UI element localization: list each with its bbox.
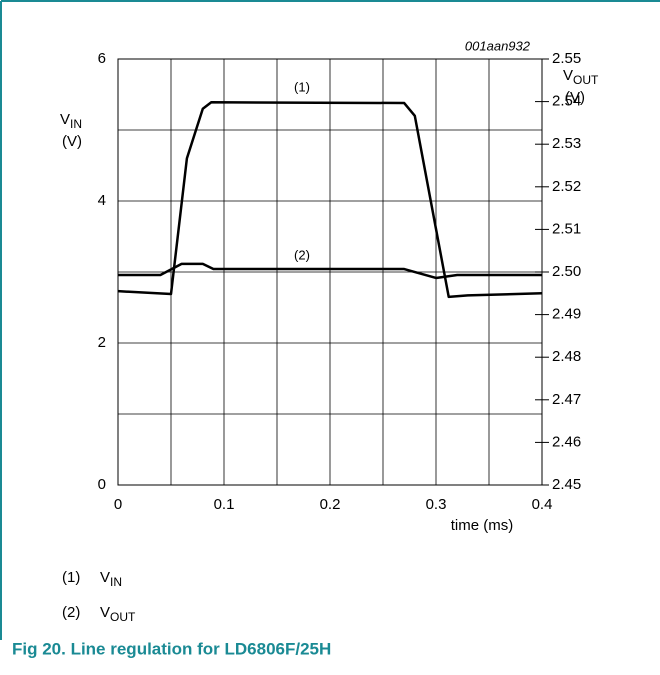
y2-tick-label: 2.52	[552, 178, 581, 195]
y2-tick-label: 2.50	[552, 263, 581, 280]
legend-name: VOUT	[100, 604, 136, 624]
y-tick-label: 4	[98, 192, 106, 209]
x-tick-label: 0.2	[320, 496, 341, 513]
y2-tick-label: 2.55	[552, 50, 581, 67]
y2-axis-label-sub: OUT	[573, 73, 599, 87]
y2-axis-label-unit: (V)	[565, 89, 585, 106]
legend-name-main: V	[100, 604, 110, 621]
y2-tick-label: 2.54	[552, 93, 581, 110]
legend-name-sub: OUT	[110, 610, 136, 624]
y2-tick-label: 2.47	[552, 391, 581, 408]
x-tick-label: 0	[114, 496, 122, 513]
y2-tick-label: 2.53	[552, 135, 581, 152]
y2-axis-label-main: V	[563, 67, 573, 84]
legend-name-sub: IN	[110, 575, 122, 589]
series-line	[118, 262, 542, 280]
legend-name: VIN	[100, 569, 122, 589]
x-tick-label: 0.1	[214, 496, 235, 513]
y-axis-label-sub: IN	[70, 117, 82, 131]
y-axis-label-main: V	[60, 111, 70, 128]
x-tick-label: 0.3	[426, 496, 447, 513]
series-line	[117, 101, 543, 299]
y2-tick-label: 2.49	[552, 306, 581, 323]
y-tick-label: 0	[98, 476, 106, 493]
y2-tick-label: 2.46	[552, 433, 581, 450]
legend-number: (2)	[62, 604, 80, 621]
y-tick-label: 6	[98, 50, 106, 67]
x-tick-label: 0.4	[532, 496, 553, 513]
y-tick-label: 2	[98, 334, 106, 351]
y-axis-label: VIN	[60, 111, 82, 131]
plot-frame	[117, 58, 543, 486]
y2-axis-label: VOUT	[563, 67, 599, 87]
y2-tick-label: 2.51	[552, 220, 581, 237]
legend-number: (1)	[62, 569, 80, 586]
y2-tick-label: 2.48	[552, 348, 581, 365]
figure-id: 001aan932	[465, 38, 531, 53]
y2-tick-label: 2.45	[552, 476, 581, 493]
caption: Fig 20. Line regulation for LD6806F/25H	[12, 639, 331, 658]
series-tag: (1)	[294, 79, 310, 94]
x-axis-label: time (ms)	[451, 517, 514, 534]
legend-name-main: V	[100, 569, 110, 586]
series-tag: (2)	[294, 247, 310, 262]
y-axis-label-unit: (V)	[62, 133, 82, 150]
